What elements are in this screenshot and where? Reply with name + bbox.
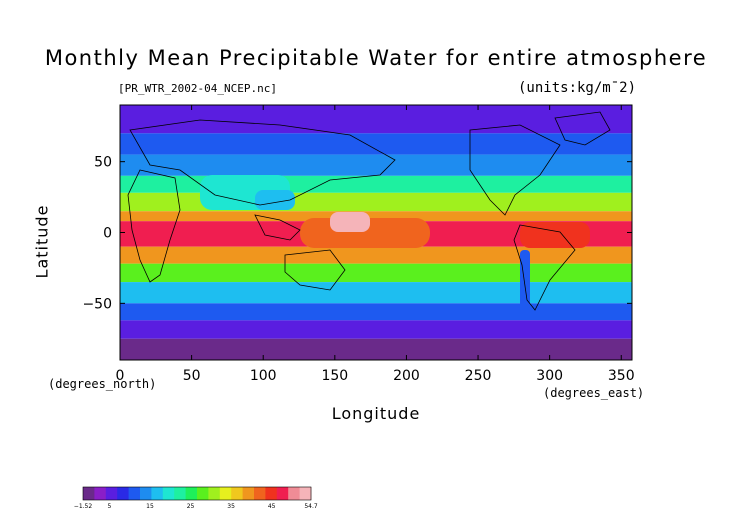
colorbar-tick-label: 35	[227, 503, 235, 510]
colorbar-tick-label: 45	[268, 503, 276, 510]
colorbar-swatch	[197, 487, 209, 500]
x-tick-label: 150	[321, 368, 348, 384]
colorbar-swatch	[265, 487, 278, 500]
colorbar-swatch	[117, 487, 130, 500]
andes-dry-region	[520, 250, 530, 310]
colorbar-swatch	[140, 487, 152, 500]
x-tick-label: 250	[465, 368, 492, 384]
units-label: (units:kg/m¯2)	[518, 80, 637, 96]
x-tick-label: 350	[608, 368, 635, 384]
y-tick-label: −50	[82, 296, 112, 312]
file-name: [PR_WTR_2002-04_NCEP.nc]	[118, 82, 277, 95]
lat-band-8	[120, 263, 632, 283]
lat-band-9	[120, 282, 632, 304]
y-axis-label: Latitude	[32, 204, 52, 279]
lat-band-3	[120, 175, 632, 193]
colorbar: −1.52 5 15 25 35 45 54.7	[74, 486, 318, 510]
coast-australia	[284, 249, 346, 291]
colorbar-tick-label: 15	[146, 503, 154, 510]
x-tick-label: 200	[393, 368, 420, 384]
x-tick-label: 0	[116, 368, 125, 384]
coast-indonesia	[254, 214, 301, 241]
coast-africa	[127, 169, 181, 283]
lat-band-4	[120, 192, 632, 212]
lat-band-11	[120, 320, 632, 339]
colorbar-swatch	[276, 487, 289, 500]
colorbar-swatch	[185, 487, 198, 500]
coastlines	[127, 111, 611, 311]
coast-south-america	[513, 224, 576, 311]
x-axis-ticks: 0 50 100 150 200 250 300 350	[116, 105, 635, 384]
colorbar-swatch	[242, 487, 255, 500]
amazon-max	[520, 222, 590, 248]
plot-area	[120, 105, 632, 360]
x-tick-label: 50	[183, 368, 201, 384]
lat-band-1	[120, 133, 632, 155]
field-features	[200, 175, 590, 310]
colorbar-swatch	[231, 487, 244, 500]
y-axis-ticks: 50 0 −50	[82, 155, 632, 312]
colorbar-tick-label: −1.52	[74, 503, 93, 510]
y-axis-units: (degrees_north)	[48, 377, 157, 391]
coast-north-america	[469, 124, 561, 216]
x-axis-label: Longitude	[331, 404, 421, 423]
y-tick-label: 50	[94, 155, 112, 171]
colorbar-swatch	[299, 487, 312, 500]
colorbar-swatch	[83, 487, 95, 500]
lat-band-7	[120, 246, 632, 264]
colorbar-tick-label: 25	[187, 503, 195, 510]
colorbar-swatch	[151, 487, 164, 500]
map-title: Monthly Mean Precipitable Water for enti…	[44, 46, 708, 70]
coast-eurasia	[129, 119, 396, 206]
colorbar-swatch	[105, 487, 118, 500]
colorbar-swatch	[94, 487, 107, 500]
colorbar-frame	[82, 486, 312, 501]
lat-band-2	[120, 154, 632, 176]
colorbar-swatch	[254, 487, 266, 500]
colorbar-swatch	[174, 487, 187, 500]
colorbar-swatch	[208, 487, 221, 500]
lat-band-5	[120, 211, 632, 222]
tibet-dry-region	[255, 190, 295, 210]
lat-band-10	[120, 303, 632, 321]
colorbar-swatch	[128, 487, 141, 500]
y-tick-label: 0	[103, 226, 112, 242]
x-tick-label: 300	[536, 368, 563, 384]
lat-band-12	[120, 338, 632, 360]
colorbar-swatch	[288, 487, 301, 500]
colorbar-tick-label: 54.7	[304, 503, 318, 510]
lat-band-0	[120, 105, 632, 134]
x-axis-units: (degrees_east)	[543, 386, 645, 400]
colorbar-tick-label: 5	[108, 503, 112, 510]
coast-greenland	[554, 111, 611, 146]
colorbar-swatch	[219, 487, 232, 500]
colorbar-swatch	[162, 487, 175, 500]
x-tick-label: 100	[250, 368, 277, 384]
pacific-warm-pool-peak	[330, 212, 370, 232]
